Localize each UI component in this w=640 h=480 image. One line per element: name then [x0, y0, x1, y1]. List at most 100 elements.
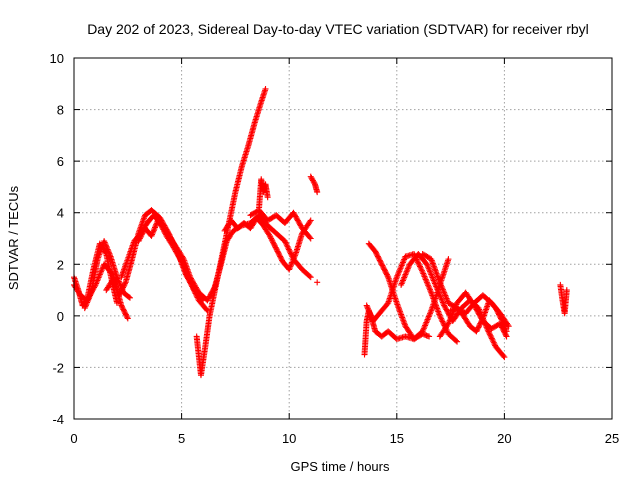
data-point [307, 235, 314, 242]
data-point [426, 333, 433, 340]
data-point [284, 243, 291, 250]
data-point [114, 275, 121, 282]
data-point [310, 178, 317, 185]
data-point [278, 256, 285, 263]
y-axis-label: SDTVAR / TECUs [6, 185, 21, 290]
data-point [104, 246, 111, 253]
data-point [473, 306, 480, 313]
data-point [416, 262, 423, 269]
data-point [85, 296, 92, 303]
data-point [273, 247, 280, 254]
data-point [267, 234, 274, 241]
data-point [485, 328, 492, 335]
data-point [116, 290, 123, 297]
data-point [283, 242, 290, 249]
data-point [476, 323, 483, 330]
data-point [294, 217, 301, 224]
data-point [136, 236, 143, 243]
data-point [286, 265, 293, 272]
data-point [502, 332, 509, 339]
data-point [376, 256, 383, 263]
data-point [380, 265, 387, 272]
y-tick-label: 2 [57, 257, 64, 272]
data-point [110, 278, 117, 285]
data-point [135, 238, 142, 245]
data-point [121, 308, 128, 315]
x-tick-label: 20 [497, 431, 511, 446]
data-point [288, 260, 295, 267]
data-point [192, 283, 199, 290]
data-point [418, 266, 425, 273]
data-point [122, 311, 129, 318]
data-point [291, 211, 298, 218]
data-point [104, 245, 111, 252]
data-point [486, 329, 493, 336]
data-point [138, 232, 145, 239]
data-point [150, 227, 157, 234]
data-point [307, 217, 314, 224]
data-point [497, 314, 504, 321]
data-point [151, 224, 158, 231]
data-point [84, 298, 91, 305]
data-point [381, 267, 388, 274]
data-point [445, 256, 452, 263]
data-point [452, 337, 459, 344]
data-point [306, 218, 313, 225]
data-point [476, 311, 483, 318]
data-point [380, 263, 387, 270]
data-point [454, 338, 461, 345]
data-point [377, 258, 384, 265]
data-point [490, 338, 497, 345]
data-point [473, 328, 480, 335]
data-point [122, 280, 129, 287]
data-point [492, 305, 499, 312]
data-point [123, 312, 130, 319]
data-point [285, 245, 292, 252]
data-point [179, 254, 186, 261]
data-point [476, 321, 483, 328]
data-point [309, 177, 316, 184]
data-point [382, 269, 389, 276]
data-point [277, 254, 284, 261]
data-point [106, 250, 113, 257]
data-point [281, 238, 288, 245]
data-point [439, 318, 446, 325]
data-point [110, 279, 117, 286]
data-point [101, 238, 108, 245]
data-point [112, 282, 119, 289]
data-point [487, 332, 494, 339]
data-point [488, 334, 495, 341]
data-point [117, 289, 124, 296]
data-point [474, 307, 481, 314]
data-point [495, 310, 502, 317]
data-point [87, 291, 94, 298]
data-point [139, 230, 146, 237]
data-point [504, 321, 511, 328]
y-tick-label: 6 [57, 154, 64, 169]
data-point [418, 267, 425, 274]
data-point [105, 247, 112, 254]
data-point [308, 174, 315, 181]
data-point [372, 249, 379, 256]
data-point [113, 285, 120, 292]
data-point [414, 259, 421, 266]
data-point [111, 280, 118, 287]
data-point [102, 240, 109, 247]
data-point [367, 310, 374, 317]
data-point [187, 275, 194, 282]
data-point [314, 279, 321, 286]
data-point [82, 302, 89, 309]
data-point [378, 259, 385, 266]
data-point [276, 252, 283, 259]
data-point [287, 262, 294, 269]
data-point [116, 292, 123, 299]
x-tick-label: 25 [605, 431, 619, 446]
data-point [502, 330, 509, 337]
data-point [290, 255, 297, 262]
data-point [496, 312, 503, 319]
data-point [206, 293, 213, 300]
data-point [286, 266, 293, 273]
data-point [120, 307, 127, 314]
data-point [438, 315, 445, 322]
data-point [264, 194, 271, 201]
